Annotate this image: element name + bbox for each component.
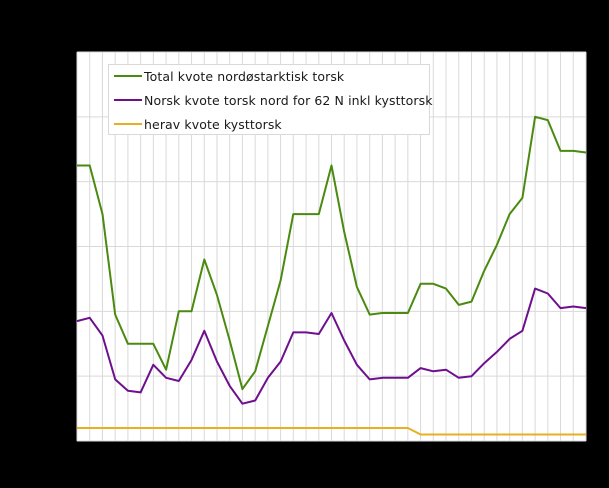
legend-item-norsk: Norsk kvote torsk nord for 62 N inkl kys… [114,90,433,110]
legend-item-kyst: herav kvote kysttorsk [114,114,282,134]
legend-swatch-total [114,75,142,77]
legend-swatch-norsk [114,99,142,101]
series-lines [76,115,587,436]
legend-swatch-kyst [114,123,142,125]
legend-label-total: Total kvote nordøstarktisk torsk [144,68,345,84]
legend-item-total: Total kvote nordøstarktisk torsk [114,66,344,86]
series-line-0 [77,115,587,391]
legend-label-norsk: Norsk kvote torsk nord for 62 N inkl kys… [144,92,433,108]
legend: Total kvote nordøstarktisk torsk Norsk k… [108,64,433,135]
legend-label-kyst: herav kvote kysttorsk [144,116,282,132]
series-line-2 [77,427,586,436]
series-line-1 [76,287,587,405]
